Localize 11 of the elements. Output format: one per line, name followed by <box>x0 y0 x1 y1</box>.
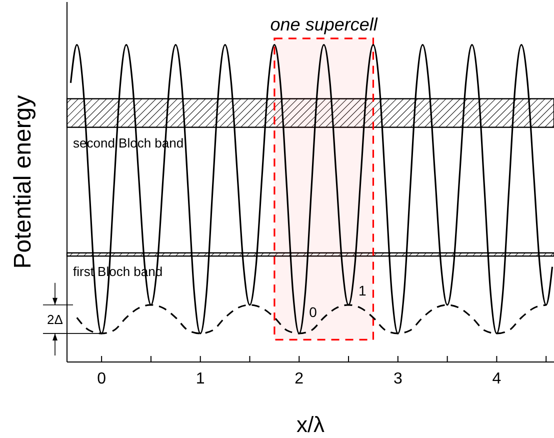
x-tick-label: 0 <box>97 370 106 388</box>
x-axis-title: x/λ <box>296 412 325 437</box>
x-tick-label: 2 <box>294 370 304 388</box>
x-tick-label: 3 <box>393 370 402 388</box>
dimension-arrows: 2Δ <box>42 282 102 356</box>
annotation: 0 <box>309 304 318 320</box>
annotation: 1 <box>358 282 366 299</box>
y-axis-title: Potential energy <box>10 95 37 269</box>
band-label: one supercell <box>270 14 378 34</box>
x-tick-label: 1 <box>196 370 205 388</box>
x-tick-label: 4 <box>492 370 502 388</box>
